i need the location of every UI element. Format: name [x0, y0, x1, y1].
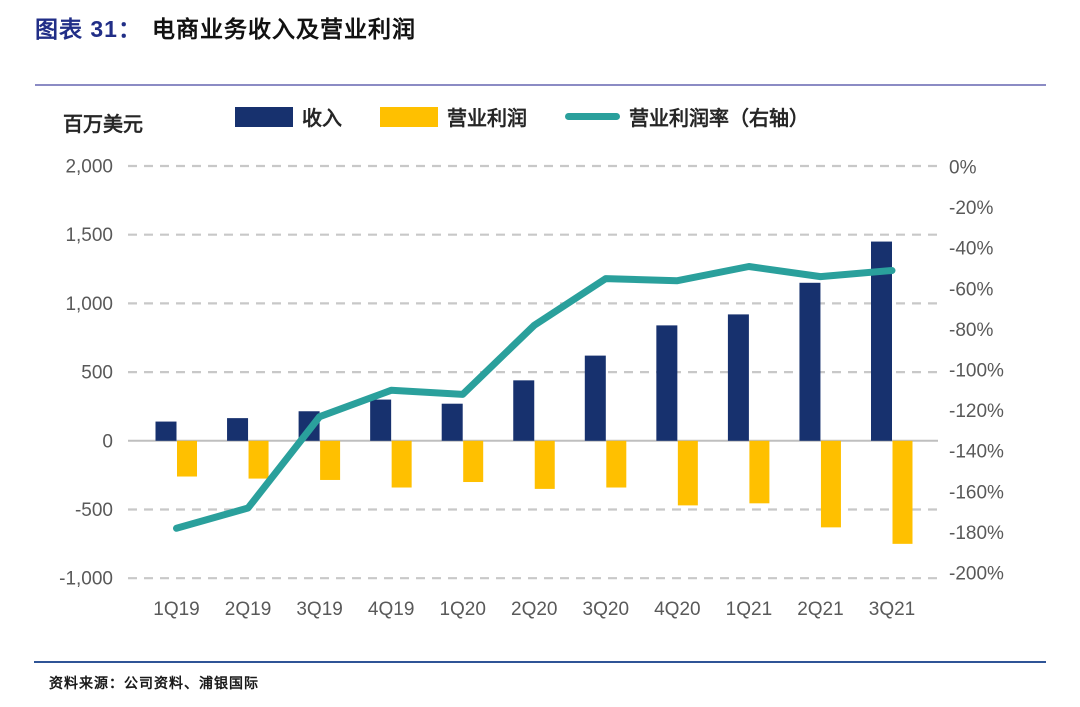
operating-profit-swatch-icon	[380, 106, 438, 127]
margin-line-series	[173, 263, 896, 532]
figure-title-text: 电商业务收入及营业利润	[151, 16, 416, 42]
operating-profit-bar	[677, 440, 698, 506]
legend-label-revenue: 收入	[302, 108, 342, 130]
revenue-bar	[727, 314, 749, 441]
x-axis-category-label: 3Q19	[296, 599, 342, 620]
x-axis-category-label: 3Q21	[869, 599, 915, 620]
secondary-y-axis-tick-label: -140%	[949, 442, 1004, 463]
y-axis-tick-label: 2,000	[65, 157, 113, 178]
legend-label-operating-profit: 营业利润	[447, 108, 527, 130]
operating-profit-bar	[391, 440, 412, 488]
x-axis-category-label: 4Q19	[368, 599, 414, 620]
operating-profit-bar	[534, 440, 555, 489]
x-axis-category-label: 2Q21	[797, 599, 843, 620]
secondary-y-axis-tick-label: -40%	[949, 239, 993, 260]
secondary-y-axis-tick-label: -80%	[949, 320, 993, 341]
operating-profit-bar	[606, 440, 627, 488]
secondary-y-axis-tick-label: -100%	[949, 361, 1004, 382]
revenue-swatch-icon	[235, 106, 293, 127]
x-axis-category-label: 1Q20	[439, 599, 485, 620]
x-axis-category-label: 2Q19	[225, 599, 271, 620]
x-axis-category-label: 3Q20	[583, 599, 629, 620]
operating-profit-bar	[463, 440, 484, 483]
y-axis-tick-label: 1,500	[65, 225, 113, 246]
revenue-bar	[584, 355, 606, 441]
y-axis-tick-label: -500	[75, 500, 113, 521]
revenue-bar	[799, 282, 821, 441]
x-axis-category-label: 1Q19	[153, 599, 199, 620]
secondary-y-axis-tick-label: -160%	[949, 482, 1004, 503]
revenue-bar	[155, 421, 177, 441]
operating-profit-bar	[248, 440, 269, 479]
secondary-y-axis-tick-label: -200%	[949, 564, 1004, 585]
secondary-y-axis-tick-label: -120%	[949, 401, 1004, 422]
legend-item-margin: 营业利润率（右轴）	[565, 102, 809, 131]
x-axis-category-label: 4Q20	[654, 599, 700, 620]
source-note: 资料来源：公司资料、浦银国际	[49, 675, 259, 691]
legend-item-operating-profit: 营业利润	[380, 102, 527, 131]
x-axis-category-label: 2Q20	[511, 599, 557, 620]
revenue-bar	[871, 241, 892, 441]
operating-profit-bar	[749, 440, 770, 504]
top-divider-rule	[35, 84, 1046, 86]
figure-number: 图表 31：	[35, 16, 142, 42]
secondary-y-axis-tick-label: -180%	[949, 523, 1004, 544]
operating-profit-bar	[177, 440, 197, 477]
secondary-y-axis-tick-label: 0%	[949, 158, 977, 179]
x-axis-category-label: 1Q21	[726, 599, 772, 620]
figure-title: 图表 31： 电商业务收入及营业利润	[35, 10, 416, 44]
chart-legend: 收入 营业利润 营业利润率（右轴）	[235, 102, 847, 131]
y-axis-tick-label: 0	[102, 431, 113, 452]
axis-unit-label: 百万美元	[63, 114, 143, 136]
y-axis-tick-label: 500	[81, 363, 113, 384]
footer-divider-rule	[34, 661, 1046, 663]
revenue-bar	[513, 380, 535, 441]
operating-profit-bar	[892, 440, 913, 544]
y-axis-tick-label: 1,000	[65, 294, 113, 315]
margin-line-swatch-icon	[565, 113, 620, 120]
y-axis-tick-label: -1,000	[59, 569, 113, 590]
revenue-bar	[441, 403, 463, 441]
secondary-y-axis-tick-label: -60%	[949, 279, 993, 300]
secondary-y-axis-tick-label: -20%	[949, 198, 993, 219]
operating-profit-bar	[820, 440, 841, 528]
revenue-bar	[370, 399, 392, 441]
revenue-bar	[656, 325, 678, 441]
legend-label-margin: 营业利润率（右轴）	[629, 108, 809, 130]
revenue-bar	[227, 418, 249, 441]
legend-item-revenue: 收入	[235, 102, 342, 131]
operating-profit-bar	[320, 440, 341, 480]
